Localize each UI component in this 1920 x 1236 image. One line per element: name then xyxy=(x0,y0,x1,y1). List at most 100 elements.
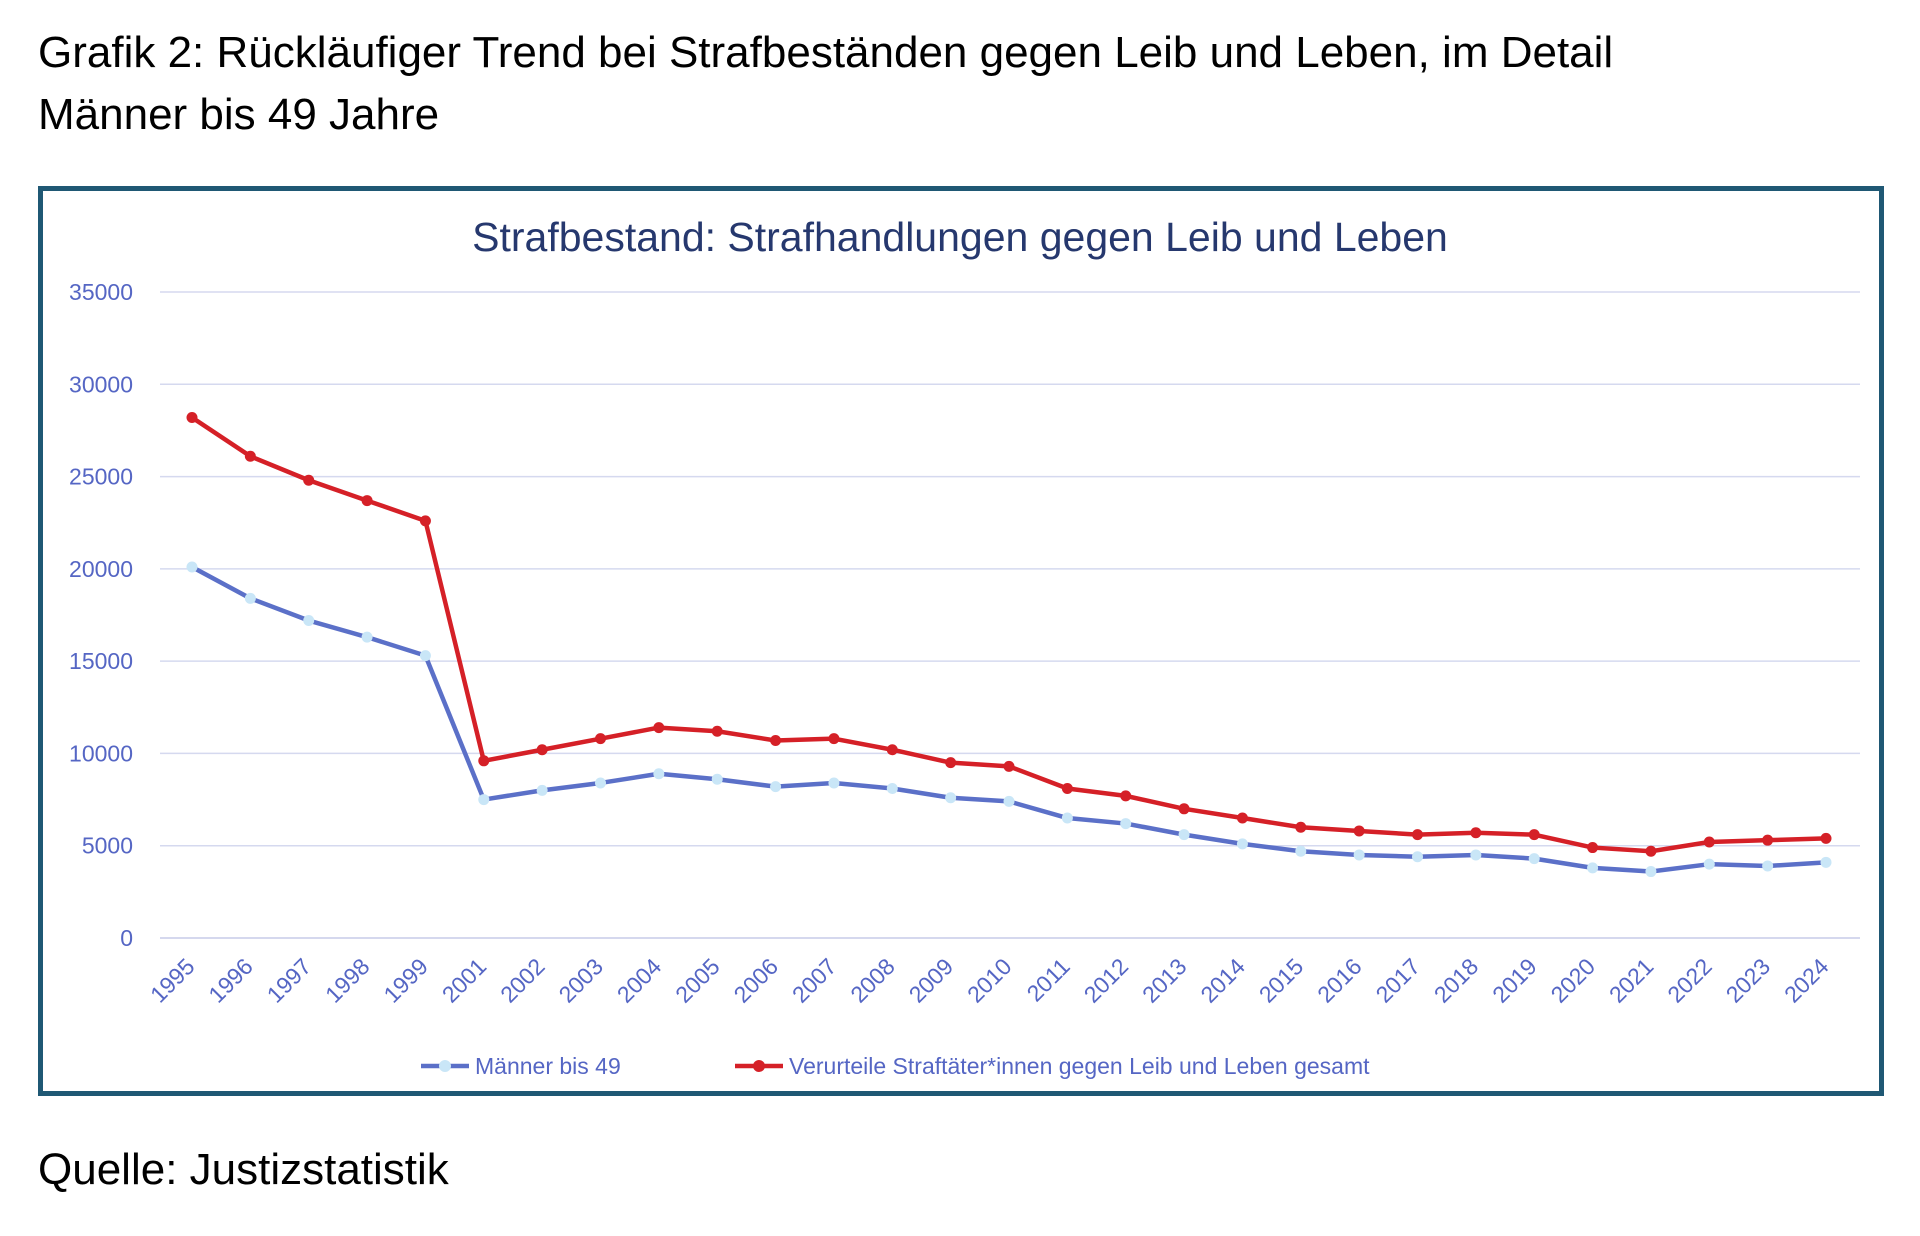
data-point xyxy=(1236,838,1248,850)
data-point xyxy=(478,755,490,767)
x-axis: 1995 1996 1997 1998 1999 2001 2002 2003 2004 2005… xyxy=(145,953,1834,1008)
data-point xyxy=(770,781,782,793)
data-point xyxy=(1178,829,1190,841)
data-point xyxy=(653,768,665,780)
data-point xyxy=(186,561,198,573)
data-point xyxy=(536,744,548,756)
x-tick-label: 2014 xyxy=(1195,953,1250,1008)
data-point xyxy=(1120,818,1132,830)
y-tick-label: 35000 xyxy=(69,279,133,305)
data-point xyxy=(1353,849,1365,861)
x-tick-label: 2017 xyxy=(1370,953,1425,1008)
x-tick-label: 2007 xyxy=(787,953,842,1008)
grid-layer xyxy=(160,291,1860,939)
data-point xyxy=(478,794,490,806)
x-tick-label: 2009 xyxy=(904,953,959,1008)
figure-heading: Grafik 2: Rückläufiger Trend bei Strafbe… xyxy=(38,22,1613,146)
data-point xyxy=(1703,858,1715,870)
data-point xyxy=(1470,849,1482,861)
data-point xyxy=(1412,851,1423,863)
data-point xyxy=(1645,845,1657,857)
x-tick-label: 1999 xyxy=(378,953,433,1008)
heading-line-2: Männer bis 49 Jahre xyxy=(38,90,440,139)
data-point xyxy=(303,615,315,627)
data-point xyxy=(1820,832,1832,844)
y-tick-label: 10000 xyxy=(69,740,133,766)
data-point xyxy=(536,784,548,796)
data-point xyxy=(1061,782,1073,794)
chart-frame: Strafbestand: Strafhandlungen gegen Leib… xyxy=(38,186,1884,1096)
series-line-1 xyxy=(190,565,1827,874)
data-point xyxy=(361,495,373,507)
data-point xyxy=(419,515,431,527)
data-point xyxy=(1236,812,1248,824)
data-point xyxy=(653,722,665,734)
x-tick-label: 2002 xyxy=(495,953,550,1008)
chart-title: Strafbestand: Strafhandlungen gegen Leib… xyxy=(472,214,1448,260)
data-point xyxy=(1762,860,1774,872)
legend-item-1: Männer bis 49 xyxy=(421,1053,621,1079)
x-tick-label: 2005 xyxy=(670,953,725,1008)
heading-line-1: Grafik 2: Rückläufiger Trend bei Strafbe… xyxy=(38,28,1614,77)
line-chart: Strafbestand: Strafhandlungen gegen Leib… xyxy=(69,214,1860,1079)
x-tick-label: 2003 xyxy=(553,953,608,1008)
data-point xyxy=(1178,803,1190,815)
y-tick-label: 25000 xyxy=(69,464,133,490)
data-point xyxy=(1295,845,1307,857)
x-tick-label: 2010 xyxy=(962,953,1017,1008)
x-tick-label: 2012 xyxy=(1079,953,1134,1008)
data-point xyxy=(1295,821,1307,833)
x-tick-label: 2022 xyxy=(1662,953,1717,1008)
data-point xyxy=(361,631,373,643)
x-tick-label: 2013 xyxy=(1137,953,1192,1008)
data-point xyxy=(1587,862,1599,874)
source-note: Quelle: Justizstatistik xyxy=(38,1145,449,1194)
legend: Männer bis 49 Verurteile Straftäter*innen… xyxy=(421,1053,1370,1079)
x-tick-label: 2015 xyxy=(1254,953,1309,1008)
data-point xyxy=(1353,825,1365,837)
data-point xyxy=(1120,790,1132,802)
data-point xyxy=(1645,866,1657,878)
data-point xyxy=(1587,842,1599,854)
data-point xyxy=(419,650,431,662)
x-tick-label: 2006 xyxy=(729,953,784,1008)
data-point xyxy=(945,792,957,804)
y-tick-label: 15000 xyxy=(69,648,133,674)
legend-label: Männer bis 49 xyxy=(475,1053,621,1079)
data-point xyxy=(886,782,898,794)
y-tick-label: 30000 xyxy=(69,371,133,397)
x-tick-label: 2023 xyxy=(1721,953,1776,1008)
data-point xyxy=(1762,834,1774,846)
y-axis: 0 5000 10000 15000 20000 25000 30000 35000 xyxy=(69,279,133,951)
x-tick-label: 2016 xyxy=(1312,953,1367,1008)
legend-item-2: Verurteile Straftäter*innen gegen Leib u… xyxy=(735,1053,1370,1079)
legend-swatch-marker xyxy=(439,1060,451,1072)
data-point xyxy=(244,450,256,462)
data-point xyxy=(244,592,256,604)
x-tick-label: 2004 xyxy=(612,953,667,1008)
data-point xyxy=(186,412,198,424)
data-point xyxy=(303,474,315,486)
data-point xyxy=(1061,812,1073,824)
x-tick-label: 1998 xyxy=(320,953,375,1008)
x-tick-label: 2001 xyxy=(437,953,492,1008)
data-point xyxy=(828,777,840,789)
x-tick-label: 2021 xyxy=(1604,953,1659,1008)
y-tick-label: 0 xyxy=(120,925,133,951)
data-point xyxy=(1003,795,1015,807)
legend-label: Verurteile Straftäter*innen gegen Leib u… xyxy=(789,1053,1370,1079)
x-tick-label: 2020 xyxy=(1546,953,1601,1008)
y-tick-label: 5000 xyxy=(82,833,133,859)
data-point xyxy=(1703,836,1715,848)
data-point xyxy=(886,744,898,756)
data-point xyxy=(595,733,606,745)
data-point xyxy=(1820,856,1832,868)
series-layer xyxy=(186,412,1832,878)
x-tick-label: 2019 xyxy=(1487,953,1542,1008)
data-point xyxy=(1003,760,1015,772)
data-point xyxy=(945,757,957,769)
data-point xyxy=(1412,829,1423,841)
x-tick-label: 1995 xyxy=(145,953,200,1008)
series-line-2 xyxy=(190,415,1827,854)
data-point xyxy=(770,735,782,747)
